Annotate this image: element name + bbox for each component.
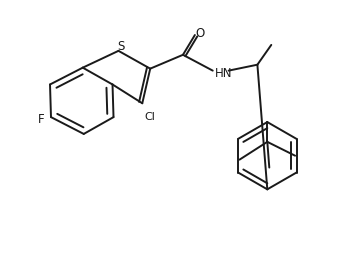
Text: Cl: Cl [145,112,156,122]
Text: S: S [117,40,124,54]
Text: HN: HN [215,67,232,80]
Text: F: F [38,113,44,126]
Text: O: O [195,27,204,39]
